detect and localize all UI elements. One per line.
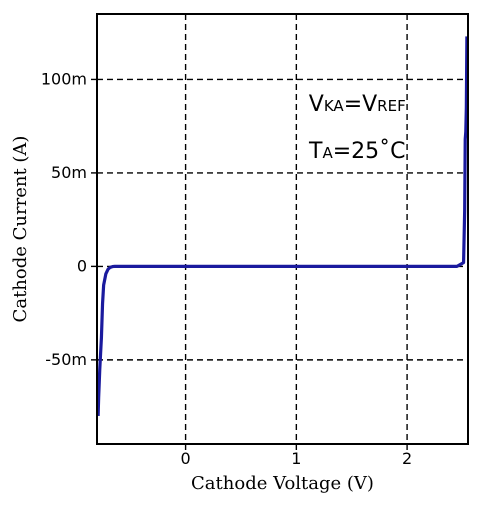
- plot-area-frame: [96, 13, 469, 445]
- annotation-layer: VKA=VREF TA=25˚C: [308, 92, 406, 164]
- x-axis-title: Cathode Voltage (V): [191, 473, 374, 494]
- series-layer: [96, 36, 469, 417]
- series-line: [96, 36, 469, 417]
- grid-layer: [97, 14, 468, 444]
- x-tick-label: 0: [181, 449, 191, 468]
- y-tick-label: 0: [77, 256, 87, 275]
- x-tick-label: 1: [291, 449, 301, 468]
- y-tick-label: 50m: [51, 163, 87, 182]
- y-tick-label: -50m: [45, 350, 87, 369]
- y-tick-label: 100m: [41, 69, 87, 88]
- y-axis-title: Cathode Current (A): [10, 136, 31, 323]
- annotation-label: TA=25˚C: [308, 139, 406, 164]
- annotation-label: VKA=VREF: [309, 92, 406, 117]
- x-tick-label: 2: [402, 449, 412, 468]
- tick-layer: 0 1 2 100m 50m 0 -50m: [41, 69, 412, 468]
